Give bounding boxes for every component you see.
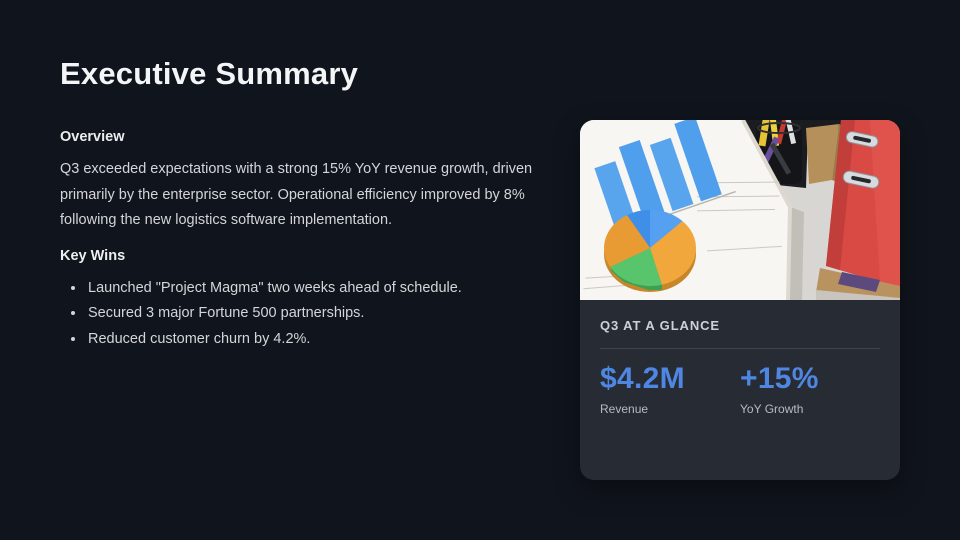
glance-card-body: Q3 AT A GLANCE $4.2M Revenue +15% YoY Gr… (580, 300, 900, 416)
stat-yoy-value: +15% (740, 362, 819, 395)
overview-heading: Overview (60, 129, 125, 145)
key-win-item: Secured 3 major Fortune 500 partnerships… (86, 301, 542, 327)
key-win-item: Reduced customer churn by 4.2%. (86, 327, 542, 353)
printed-bar-chart (594, 120, 736, 236)
slide-content-left: Executive Summary Overview Q3 exceeded e… (60, 56, 542, 352)
stat-revenue: $4.2M Revenue (600, 362, 740, 417)
glance-card-heading: Q3 AT A GLANCE (600, 318, 720, 333)
stat-revenue-value: $4.2M (600, 362, 685, 395)
desk-photo (580, 120, 900, 300)
key-wins-heading: Key Wins (60, 247, 126, 264)
card-divider (600, 348, 880, 349)
desk-photo-illustration (580, 120, 900, 300)
glance-card: Q3 AT A GLANCE $4.2M Revenue +15% YoY Gr… (580, 120, 900, 480)
stat-revenue-label: Revenue (600, 402, 649, 416)
page-title: Executive Summary (60, 56, 359, 91)
printed-pie-chart (604, 210, 697, 292)
binder-ring (845, 131, 879, 148)
key-wins-list: Launched "Project Magma" two weeks ahead… (60, 276, 542, 353)
stat-yoy-label: YoY Growth (740, 402, 804, 416)
key-win-item: Launched "Project Magma" two weeks ahead… (86, 276, 542, 302)
binder-ring (842, 170, 880, 189)
stat-yoy-growth: +15% YoY Growth (740, 362, 880, 417)
stats-row: $4.2M Revenue +15% YoY Growth (600, 362, 880, 417)
overview-text: Q3 exceeded expectations with a strong 1… (60, 161, 533, 228)
